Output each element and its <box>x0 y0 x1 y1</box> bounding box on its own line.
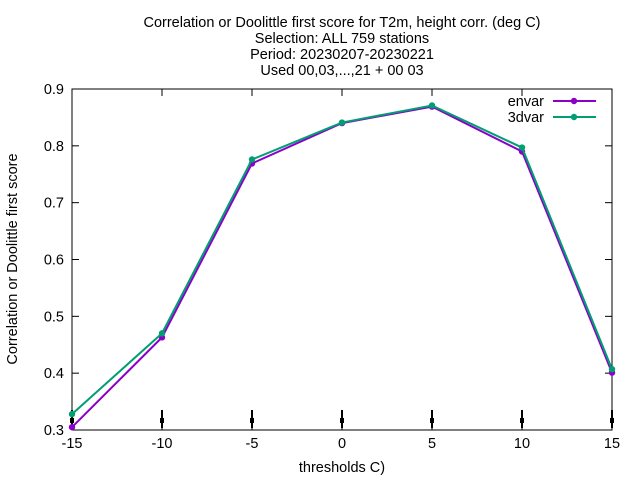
threshold-marker-dot <box>160 418 164 423</box>
threshold-marker-dot <box>250 418 254 423</box>
y-tick-label: 0.4 <box>44 366 64 382</box>
plot-area-frame <box>71 88 613 431</box>
chart-title: Correlation or Doolittle first score for… <box>143 15 540 79</box>
threshold-marker-dot <box>430 418 434 423</box>
threshold-markers <box>70 410 614 428</box>
threshold-marker-dot <box>520 418 524 423</box>
title-line-2: Selection: ALL 759 stations <box>255 31 429 47</box>
x-axis-label: thresholds C) <box>299 460 385 476</box>
y-tick-label: 0.8 <box>44 139 64 155</box>
legend-entry-envar: envar <box>508 94 596 110</box>
x-tick-label: -10 <box>152 436 173 452</box>
threshold-marker-dot <box>610 418 614 423</box>
series-3dvar <box>68 102 616 418</box>
legend-entry-3dvar: 3dvar <box>508 110 596 126</box>
y-axis: 0.3 0.4 0.5 0.6 0.7 0.8 0.9 <box>44 82 612 439</box>
threshold-marker-dot <box>340 418 344 423</box>
x-tick-label: 5 <box>428 436 436 452</box>
legend-marker <box>570 97 578 105</box>
y-tick-label: 0.5 <box>44 309 64 325</box>
y-axis-label: Correlation or Doolittle first score <box>5 153 21 364</box>
series-layer <box>68 102 616 431</box>
series-line-3dvar <box>71 104 613 415</box>
y-tick-label: 0.9 <box>44 82 64 98</box>
title-line-1: Correlation or Doolittle first score for… <box>143 15 540 31</box>
title-line-4: Used 00,03,...,21 + 00 03 <box>260 63 423 79</box>
series-line-envar <box>71 105 613 428</box>
y-tick-label: 0.7 <box>44 196 64 212</box>
x-tick-label: 0 <box>338 436 346 452</box>
y-tick-label: 0.3 <box>44 423 64 439</box>
legend-marker <box>570 113 578 121</box>
x-axis: -15 -10 -5 0 5 10 15 <box>62 89 620 452</box>
x-tick-label: -15 <box>62 436 83 452</box>
x-tick-label: 10 <box>514 436 530 452</box>
x-tick-label: 15 <box>604 436 620 452</box>
title-line-3: Period: 20230207-20230221 <box>250 47 434 63</box>
series-envar <box>68 103 616 431</box>
threshold-marker-dot <box>70 418 74 423</box>
legend-label: envar <box>508 94 544 110</box>
legend-label: 3dvar <box>508 110 544 126</box>
x-tick-label: -5 <box>246 436 259 452</box>
y-tick-label: 0.6 <box>44 253 64 269</box>
